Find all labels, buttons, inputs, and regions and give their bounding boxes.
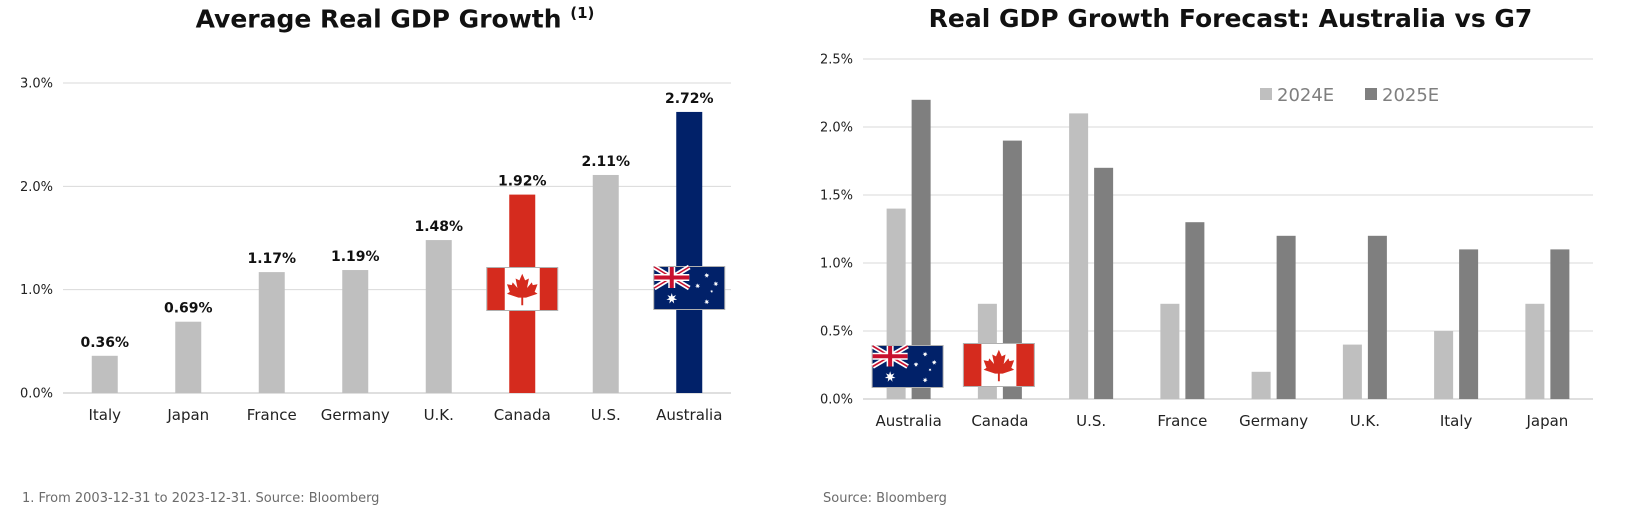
x-tick-label: U.K.: [1350, 412, 1380, 430]
bar-germany: [342, 270, 369, 393]
x-tick-label: Germany: [1239, 412, 1308, 430]
southern-cross-star-icon: [928, 368, 932, 372]
commonwealth-star-icon: [884, 371, 896, 382]
southern-cross-star-icon: [922, 351, 928, 357]
y-tick-label: 3.0%: [20, 77, 53, 92]
data-label: 1.19%: [331, 249, 380, 265]
left-bar-chart: 0.0% 1.0% 2.0% 3.0% 0.36% Italy 0.69% Japan 1.17…: [20, 77, 731, 424]
bar-2024e-france: [1160, 303, 1180, 399]
x-tick-label: U.S.: [591, 406, 621, 424]
y-tick-label: 0.0%: [820, 393, 853, 408]
bar-2024e-italy: [1434, 331, 1454, 399]
right-chart-title: Real GDP Growth Forecast: Australia vs G…: [928, 4, 1533, 33]
canada-flag-icon: [962, 343, 1035, 387]
x-tick-label: Japan: [166, 406, 209, 424]
x-tick-label: U.S.: [1076, 412, 1106, 430]
x-tick-label: Italy: [88, 406, 121, 424]
x-tick-label: U.K.: [424, 406, 454, 424]
southern-cross-star-icon: [922, 377, 928, 383]
union-jack-cross-red: [888, 346, 893, 367]
southern-cross-star-icon: [913, 361, 919, 367]
data-label: 0.69%: [164, 301, 213, 317]
y-tick-label: 2.5%: [820, 53, 853, 68]
bar-2025e-uk: [1367, 235, 1387, 399]
canada-flag-left-band: [963, 344, 982, 386]
right-bar-chart: 0.0% 0.5% 1.0% 1.5% 2.0% 2.5% Australia Canada U…: [820, 53, 1593, 430]
commonwealth-star-icon: [666, 293, 678, 304]
x-tick-label: Canada: [971, 412, 1028, 430]
bar-2024e-uk: [1342, 344, 1362, 399]
bar-us: [592, 174, 619, 393]
bar-2025e-france: [1185, 222, 1205, 399]
canada-flag-icon: [486, 267, 559, 311]
y-tick-label: 1.0%: [820, 257, 853, 272]
legend-swatch: [1365, 88, 1377, 100]
bar-2025e-germany: [1276, 235, 1296, 399]
bar-2025e-australia: [911, 99, 931, 400]
y-tick-label: 1.0%: [20, 283, 53, 298]
southern-cross-star-icon: [704, 299, 710, 305]
data-label: 0.36%: [80, 335, 129, 351]
bar-2025e-italy: [1459, 249, 1479, 399]
right-footnote: Source: Bloomberg: [823, 491, 947, 506]
x-tick-label: France: [1157, 412, 1207, 430]
x-tick-label: Australia: [656, 406, 722, 424]
bar-2024e-japan: [1525, 303, 1545, 399]
y-tick-label: 0.0%: [20, 387, 53, 402]
canada-flag-right-band: [539, 268, 558, 310]
bar-france: [258, 272, 285, 393]
left-chart-panel: Average Real GDP Growth (1) 0.0% 1.0% 2.0%…: [0, 0, 790, 520]
bar-japan: [175, 321, 202, 393]
bar-2025e-canada: [1002, 140, 1022, 399]
x-tick-label: Australia: [875, 412, 941, 430]
data-label: 2.11%: [581, 154, 630, 170]
southern-cross-star-icon: [695, 283, 701, 289]
left-chart-title: Average Real GDP Growth (1): [0, 4, 790, 33]
canada-flag-right-band: [1016, 344, 1034, 386]
y-tick-label: 2.0%: [20, 180, 53, 195]
legend-label: 2024E: [1277, 85, 1334, 106]
maple-leaf-icon: [983, 349, 1015, 382]
data-label: 2.72%: [665, 91, 714, 107]
left-chart-title-note: (1): [570, 4, 595, 22]
canada-flag-left-band: [487, 268, 505, 310]
legend: 2024E 2025E: [1260, 85, 1439, 106]
y-tick-label: 1.5%: [820, 189, 853, 204]
x-tick-label: Canada: [494, 406, 551, 424]
bar-italy: [91, 355, 118, 393]
bar-2024e-us: [1069, 113, 1089, 400]
data-label: 1.92%: [498, 174, 547, 190]
australia-flag-icon: [871, 343, 944, 388]
left-footnote: 1. From 2003-12-31 to 2023-12-31. Source…: [22, 491, 380, 506]
x-tick-label: Japan: [1525, 412, 1568, 430]
bar-2024e-germany: [1251, 371, 1271, 399]
southern-cross-star-icon: [931, 359, 937, 365]
southern-cross-star-icon: [704, 272, 710, 278]
right-chart-panel: Real GDP Growth Forecast: Australia vs G…: [820, 0, 1641, 520]
data-label: 1.48%: [414, 219, 463, 235]
australia-flag-icon: [652, 264, 726, 310]
bar-australia: [676, 111, 703, 393]
bar-2025e-japan: [1550, 249, 1570, 399]
y-tick-label: 0.5%: [820, 325, 853, 340]
maple-leaf-icon: [506, 273, 538, 306]
southern-cross-star-icon: [713, 281, 719, 287]
x-tick-label: France: [247, 406, 297, 424]
legend-swatch: [1260, 88, 1272, 100]
left-chart-title-text: Average Real GDP Growth: [195, 4, 562, 34]
y-tick-label: 2.0%: [820, 121, 853, 136]
data-label: 1.17%: [247, 251, 296, 267]
union-jack-cross-red: [669, 267, 674, 288]
legend-label: 2025E: [1382, 85, 1439, 106]
x-tick-label: Germany: [321, 406, 390, 424]
bar-uk: [425, 240, 452, 393]
southern-cross-star-icon: [710, 289, 714, 293]
bar-2025e-us: [1094, 167, 1114, 399]
x-tick-label: Italy: [1440, 412, 1473, 430]
